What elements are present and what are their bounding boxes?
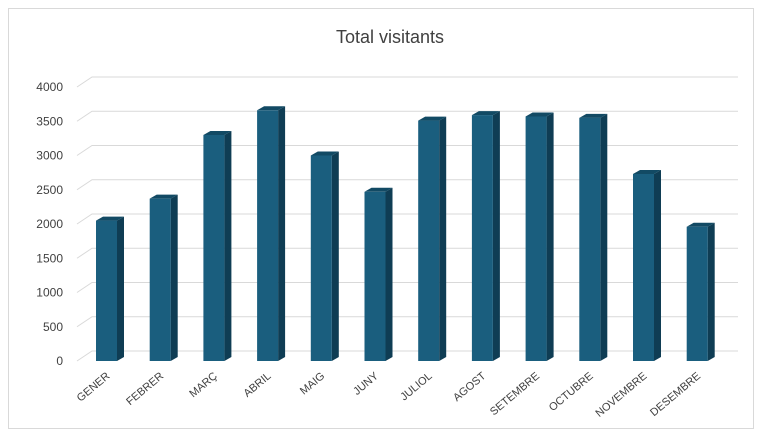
bar-front [471, 115, 493, 362]
bar-front [203, 134, 225, 361]
bar-front [96, 220, 117, 361]
gridline [76, 282, 738, 293]
bar-side [117, 216, 124, 361]
bar [686, 222, 715, 361]
chart-title: Total visitants [336, 27, 444, 47]
gridline [76, 145, 738, 156]
bar-top [686, 222, 715, 227]
x-category-label: JULIOL [398, 370, 434, 403]
y-tick-label: 2000 [36, 217, 63, 231]
y-tick-label: 3000 [36, 149, 63, 163]
bar-side [546, 112, 554, 361]
x-category-label: GENER [75, 370, 113, 404]
x-category-label: OCTUBRE [547, 370, 596, 414]
bar-side [170, 194, 178, 361]
bar-side [331, 151, 339, 361]
bar-side [439, 116, 447, 361]
bar-front [418, 120, 440, 361]
chart-container: Total visitants 0 500 1000 1500 2000 2500 3000… [8, 8, 754, 429]
bar-side [600, 113, 608, 361]
x-category-label: ABRIL [241, 370, 273, 400]
y-tick-label: 2500 [36, 183, 63, 197]
y-tick-label: 0 [56, 354, 63, 368]
gridline [76, 179, 738, 191]
gridline [76, 316, 738, 328]
bar-side [492, 111, 500, 362]
bar-top [471, 111, 500, 116]
bar [310, 151, 339, 361]
bar-front [686, 226, 708, 361]
gridlines [76, 76, 738, 362]
gridline [76, 76, 738, 88]
y-tick-label: 1500 [36, 251, 63, 265]
bar-front [257, 110, 279, 361]
y-tick-label: 4000 [36, 80, 63, 94]
bar-top [579, 113, 608, 118]
bar-side [654, 169, 661, 361]
bar-top [418, 116, 447, 121]
bar [257, 106, 286, 361]
gridline [76, 213, 738, 225]
bar [96, 216, 124, 361]
bar-top [364, 187, 393, 192]
bar [471, 111, 500, 362]
bar-front [633, 173, 654, 361]
x-category-label: DESEMBRE [648, 370, 703, 419]
y-axis-ticks: 0 500 1000 1500 2000 2500 3000 3500 4000 [36, 80, 63, 368]
bar-front [310, 155, 332, 361]
x-category-label: NOVEMBRE [593, 370, 649, 420]
bar-top [310, 151, 339, 156]
bar-top [257, 106, 286, 111]
bar [149, 194, 178, 361]
bar-top [525, 112, 554, 117]
bar [579, 113, 608, 361]
bar-top [203, 130, 232, 135]
bars [96, 106, 715, 362]
x-category-label: FEBRER [124, 370, 166, 408]
gridline [76, 350, 738, 362]
gridline [76, 110, 738, 122]
bar-front [149, 198, 171, 361]
bar [633, 169, 661, 361]
bar [525, 112, 554, 361]
bar-top [633, 169, 661, 174]
bar-side [385, 187, 393, 361]
bar-side [278, 106, 286, 361]
x-category-label: JUNY [351, 370, 381, 398]
bar-side [707, 222, 715, 361]
x-category-label: AGOST [451, 370, 488, 404]
gridline [76, 247, 738, 259]
bar [364, 187, 393, 361]
x-category-label: SETEMBRE [488, 370, 542, 418]
bar [203, 130, 232, 361]
x-axis-categories: GENER FEBRER MARÇ ABRIL MAIG JUNY JULIOL AGOST S… [75, 370, 703, 420]
y-tick-label: 1000 [36, 286, 63, 300]
chart-canvas: Total visitants 0 500 1000 1500 2000 2500 3000… [36, 27, 738, 420]
bar-front [525, 116, 547, 361]
bar-front [579, 117, 601, 361]
bar-front [364, 191, 386, 361]
bar-top [149, 194, 178, 199]
bar-side [224, 130, 232, 361]
x-category-label: MARÇ [187, 370, 220, 400]
x-category-label: MAIG [298, 370, 327, 397]
bar-top [96, 216, 124, 221]
bar [418, 116, 447, 361]
y-tick-label: 500 [43, 320, 63, 334]
y-tick-label: 3500 [36, 114, 63, 128]
